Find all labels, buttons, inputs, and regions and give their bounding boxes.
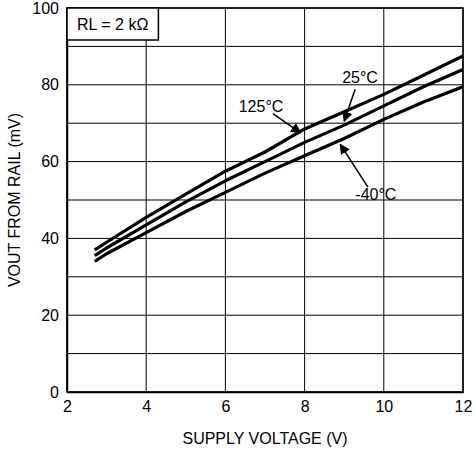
tick-label: 12 (455, 398, 473, 415)
grid-line (67, 315, 463, 316)
series-line (95, 69, 463, 255)
label-arrow (273, 114, 301, 133)
x-axis: 2 4 6 8 10 12 (63, 392, 472, 415)
tick: 100 (32, 0, 67, 17)
tick: 80 (41, 76, 67, 93)
tick: 12 (455, 392, 473, 415)
grid-line (67, 46, 463, 47)
tick-label: 10 (375, 398, 393, 415)
tick: 20 (41, 307, 67, 324)
annotation-box: RL = 2 kΩ (67, 8, 158, 40)
tick-label: 60 (41, 153, 59, 170)
x-axis-title: SUPPLY VOLTAGE (V) (182, 430, 347, 447)
tick-label: 4 (142, 398, 151, 415)
tick-label: 40 (41, 230, 59, 247)
chart: 2 4 6 8 10 12 0 20 40 60 80 100 125°C 25°C -40°C RL = 2… (0, 0, 475, 454)
tick: 4 (142, 392, 151, 415)
tick: 10 (375, 392, 393, 415)
tick-label: 2 (63, 398, 72, 415)
label-arrow (344, 89, 355, 121)
tick: 6 (221, 392, 230, 415)
label-arrow (340, 144, 368, 187)
tick-label: 80 (41, 76, 59, 93)
series-line (95, 87, 463, 262)
series-group (95, 56, 463, 261)
series-labels: 125°C 25°C -40°C (239, 69, 397, 203)
y-axis: 0 20 40 60 80 100 (32, 0, 67, 401)
tick-label: 20 (41, 307, 59, 324)
grid (67, 8, 463, 392)
tick: 2 (63, 392, 72, 415)
tick: 0 (50, 384, 67, 401)
grid-line (67, 276, 463, 277)
tick: 40 (41, 230, 67, 247)
tick-label: 100 (32, 0, 59, 17)
tick-label: 6 (221, 398, 230, 415)
y-axis-title: VOUT FROM RAIL (mV) (6, 113, 23, 287)
series-label: 25°C (342, 69, 378, 86)
tick: 60 (41, 153, 67, 170)
plot-area: 2 4 6 8 10 12 0 20 40 60 80 100 125°C 25°C -40°C RL = 2… (32, 0, 472, 415)
series-label: -40°C (355, 186, 396, 203)
grid-line (67, 353, 463, 354)
series-line (95, 56, 463, 250)
series-label: 125°C (239, 98, 284, 115)
annotation-frame (67, 8, 158, 40)
tick-label: 0 (50, 384, 59, 401)
plot-frame (67, 8, 463, 392)
grid-line (67, 123, 463, 124)
annotation: RL = 2 kΩ (77, 16, 148, 33)
grid-line (67, 200, 463, 201)
tick-label: 8 (301, 398, 310, 415)
tick: 8 (301, 392, 310, 415)
